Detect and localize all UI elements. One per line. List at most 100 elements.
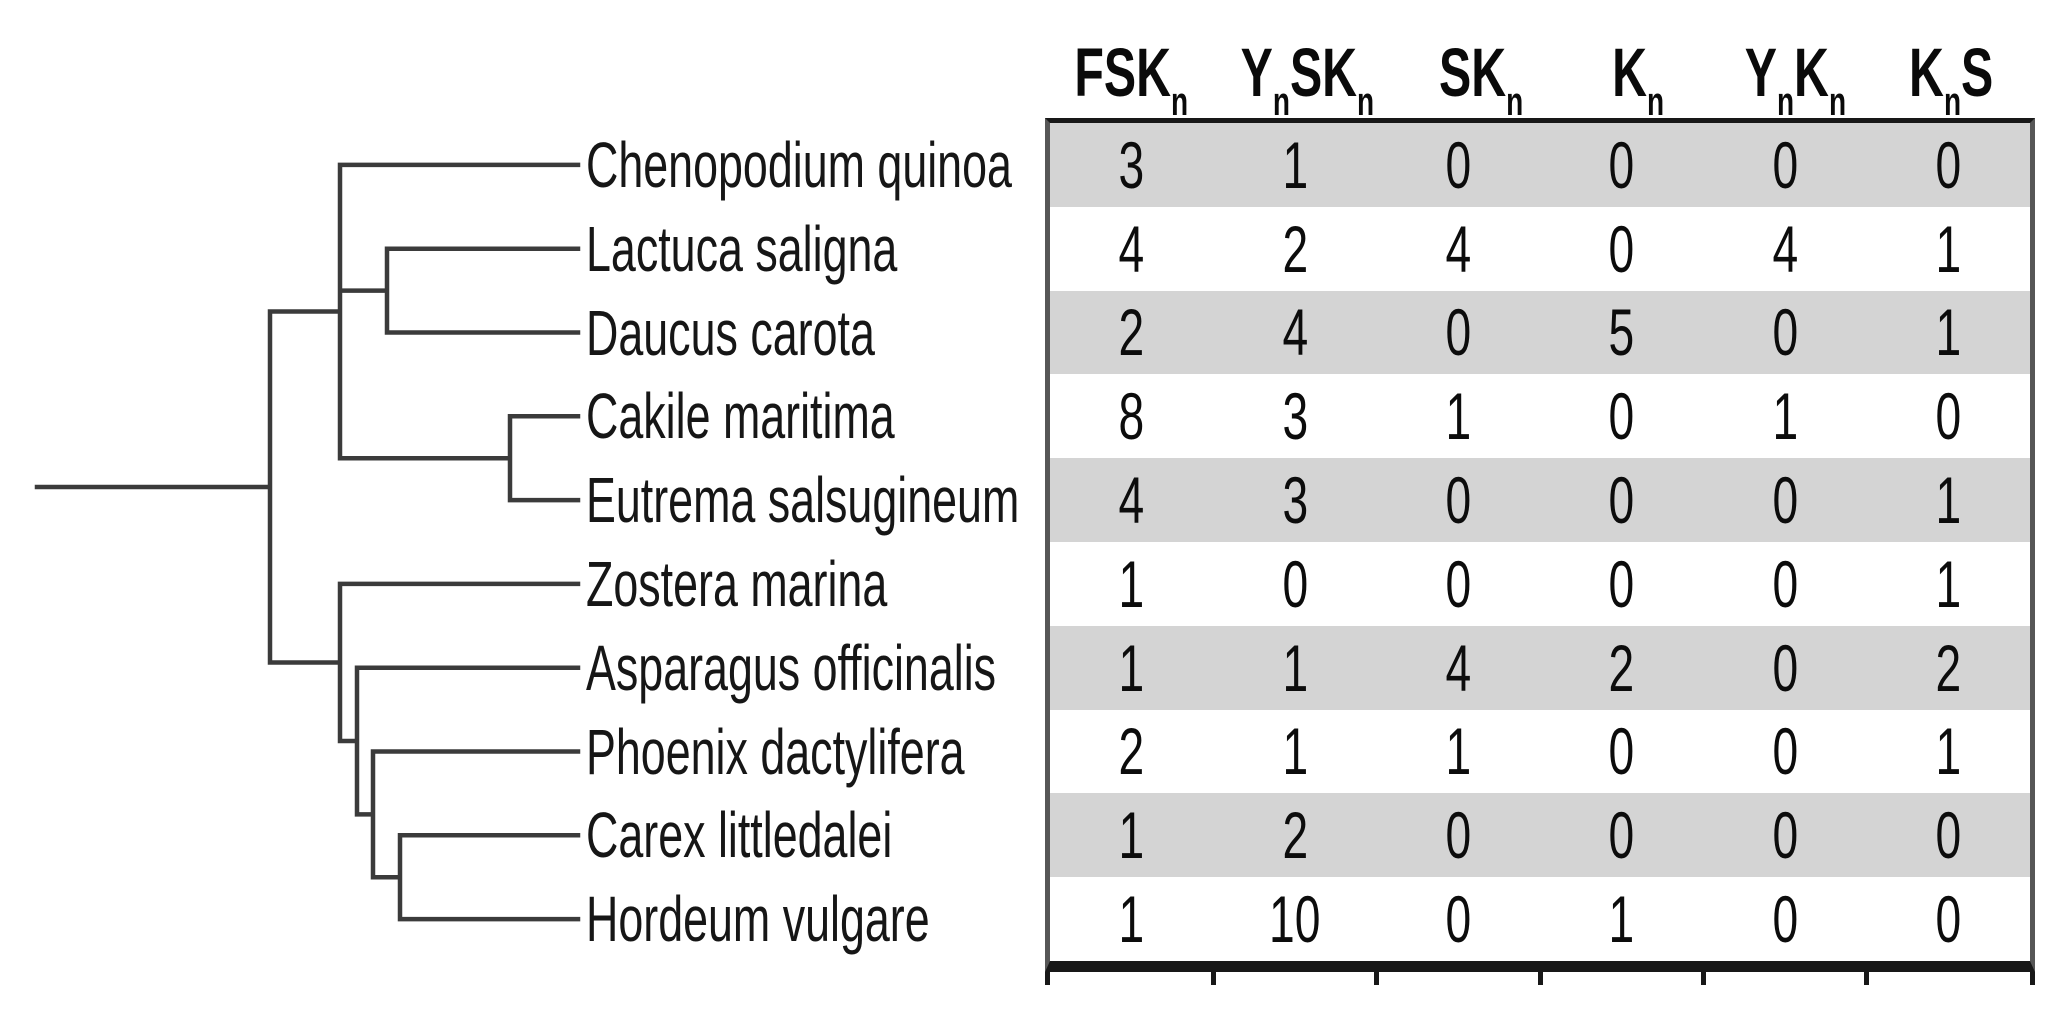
matrix-cell-value: 1 [1445, 379, 1472, 454]
matrix-cell: 0 [1703, 877, 1866, 961]
species-label-text: Carex littledalei [586, 799, 893, 872]
species-label: Eutrema salsugineum [586, 468, 1205, 532]
matrix-cell-value: 1 [1118, 546, 1145, 621]
matrix-cell: 0 [1867, 123, 2030, 207]
matrix-cell-value: 1 [1935, 546, 1962, 621]
matrix-cell: 1 [1050, 626, 1213, 710]
matrix-cell-value: 1 [1935, 211, 1962, 286]
matrix-cell-value: 2 [1118, 714, 1145, 789]
column-header-text: YnSKn [1241, 33, 1375, 125]
matrix-cell: 0 [1703, 710, 1866, 794]
species-label: Phoenix dactylifera [586, 720, 1127, 784]
matrix-cell-value: 3 [1282, 379, 1308, 454]
matrix-cell: 2 [1050, 710, 1213, 794]
matrix-cell: 4 [1213, 291, 1376, 375]
matrix-cell: 0 [1540, 123, 1703, 207]
matrix-cell: 1 [1867, 207, 2030, 291]
matrix-cell: 1 [1050, 877, 1213, 961]
matrix-cell: 10 [1213, 877, 1376, 961]
column-header: FSKn [1050, 33, 1212, 125]
matrix-cell-value: 4 [1772, 211, 1798, 286]
matrix-cell-value: 0 [1935, 127, 1962, 202]
matrix-cell-value: 2 [1935, 630, 1962, 705]
species-label: Zostera marina [586, 552, 1016, 616]
matrix-cell: 0 [1703, 458, 1866, 542]
column-header-text: Kn [1612, 33, 1665, 125]
matrix-cell-value: 0 [1445, 295, 1472, 370]
matrix-cell: 0 [1377, 877, 1540, 961]
column-header-text: FSKn [1074, 33, 1189, 125]
matrix-cell-value: 0 [1608, 463, 1635, 538]
species-label-text: Cakile maritima [586, 380, 895, 453]
matrix-cell-value: 1 [1282, 714, 1308, 789]
matrix-cell-value: 2 [1118, 295, 1145, 370]
column-header: KnS [1873, 36, 2030, 123]
matrix-cell-value: 0 [1772, 882, 1798, 957]
matrix-cell: 0 [1867, 793, 2030, 877]
matrix-cell-value: 0 [1935, 882, 1962, 957]
species-label-text: Eutrema salsugineum [586, 464, 1020, 537]
species-label: Chenopodium quinoa [586, 133, 1194, 197]
table-row: 4 3 0 0 0 1 [1050, 458, 2030, 542]
matrix-cell: 1 [1213, 626, 1376, 710]
matrix-cell: 1 [1050, 542, 1213, 626]
matrix-cell-value: 0 [1445, 882, 1472, 957]
matrix-cell-value: 5 [1608, 295, 1635, 370]
matrix-cell-value: 0 [1935, 379, 1962, 454]
table-row: 1 10 0 1 0 0 [1050, 877, 2030, 961]
column-tick [1700, 972, 1706, 985]
matrix-cell: 0 [1540, 710, 1703, 794]
matrix-cell: 0 [1540, 374, 1703, 458]
matrix-cell-value: 0 [1445, 463, 1472, 538]
matrix-cell: 0 [1867, 877, 2030, 961]
species-label: Carex littledalei [586, 803, 1024, 867]
matrix-cell: 0 [1540, 542, 1703, 626]
matrix-cell: 1 [1377, 374, 1540, 458]
tree-edges [34, 162, 581, 922]
matrix-cell: 0 [1377, 123, 1540, 207]
matrix-cell-value: 8 [1118, 379, 1145, 454]
matrix-cell-value: 4 [1445, 211, 1472, 286]
matrix-cell-value: 3 [1282, 463, 1308, 538]
matrix-cell-value: 1 [1118, 798, 1145, 873]
species-label-text: Chenopodium quinoa [586, 128, 1012, 201]
matrix-cell-value: 1 [1282, 630, 1308, 705]
column-tick [1210, 972, 1216, 985]
matrix-cell: 4 [1377, 207, 1540, 291]
matrix-cell: 2 [1050, 291, 1213, 375]
matrix-column-headers: FSKn YnSKn SKn Kn YnKn KnS [1050, 33, 2030, 125]
matrix-cell-value: 4 [1118, 463, 1145, 538]
species-label: Lactuca saligna [586, 217, 1031, 281]
matrix-cell: 0 [1703, 626, 1866, 710]
matrix-cell: 1 [1867, 458, 2030, 542]
table-row: 3 1 0 0 0 0 [1050, 123, 2030, 207]
matrix-cell-value: 0 [1772, 546, 1798, 621]
matrix-cell: 1 [1867, 710, 2030, 794]
matrix-cell: 0 [1703, 542, 1866, 626]
matrix-cell: 1 [1213, 710, 1376, 794]
matrix-cell: 0 [1540, 793, 1703, 877]
matrix-cell: 0 [1540, 207, 1703, 291]
matrix-cell: 0 [1540, 458, 1703, 542]
matrix-cell: 0 [1377, 793, 1540, 877]
matrix-cell-value: 0 [1445, 798, 1472, 873]
matrix-cell: 2 [1213, 793, 1376, 877]
species-label: Asparagus officinalis [586, 636, 1172, 700]
species-label-text: Phoenix dactylifera [586, 715, 965, 788]
species-label-text: Asparagus officinalis [586, 631, 997, 704]
matrix-cell: 3 [1213, 458, 1376, 542]
matrix-cell-value: 0 [1608, 379, 1635, 454]
matrix-cell: 0 [1703, 291, 1866, 375]
table-row: 4 2 4 0 4 1 [1050, 207, 2030, 291]
column-header: Kn [1560, 33, 1717, 125]
matrix-cell: 2 [1867, 626, 2030, 710]
matrix-cell-value: 0 [1772, 630, 1798, 705]
matrix-cell: 2 [1540, 626, 1703, 710]
column-header: YnSKn [1212, 33, 1403, 125]
matrix-cell: 4 [1377, 626, 1540, 710]
matrix-cell: 1 [1050, 793, 1213, 877]
matrix-cell: 1 [1867, 291, 2030, 375]
matrix-cell-value: 0 [1772, 295, 1798, 370]
matrix-cell-value: 1 [1935, 295, 1962, 370]
